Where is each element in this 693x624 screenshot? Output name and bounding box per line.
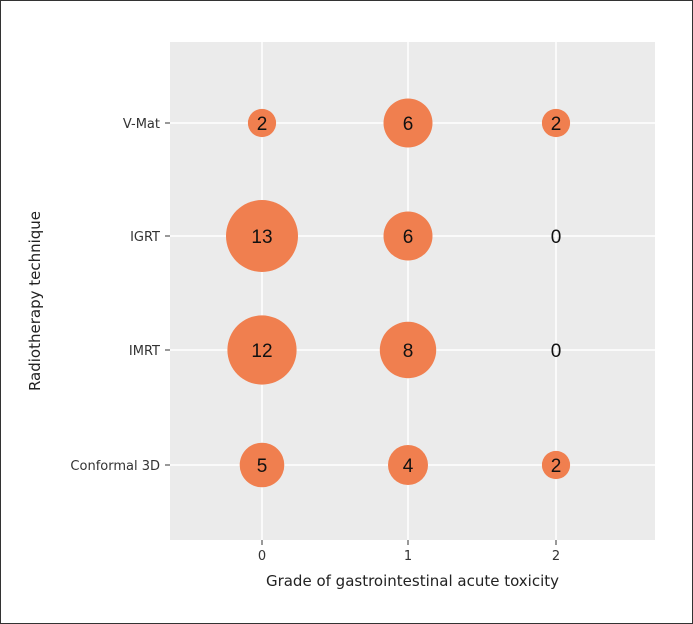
bubbles: 2 6 2 13 6 0 12 8 0 5 4 2 (226, 98, 571, 488)
y-axis: Conformal 3D IMRT IGRT V-Mat (70, 117, 170, 474)
y-tick-label: V-Mat (123, 117, 160, 132)
bubble-count-label: 2 (551, 456, 562, 477)
bubble (541, 450, 571, 480)
bubble (226, 200, 298, 272)
bubble (383, 98, 433, 148)
bubble-count-label: 5 (257, 456, 268, 477)
bubble (239, 442, 285, 488)
bubble (379, 321, 437, 379)
bubble-count-label: 0 (551, 227, 562, 248)
y-axis-title: Radiotherapy technique (26, 211, 44, 391)
x-axis-title: Grade of gastrointestinal acute toxicity (266, 572, 559, 590)
bubble (388, 445, 428, 485)
x-tick-label: 2 (552, 549, 560, 564)
y-tick-label: IMRT (129, 344, 160, 359)
bubble (383, 211, 433, 261)
x-tick-label: 1 (404, 549, 412, 564)
x-axis: 0 1 2 (258, 540, 560, 564)
bubble (541, 108, 571, 138)
bubble-count-label: 2 (551, 114, 562, 135)
x-tick-label: 0 (258, 549, 266, 564)
bubble-count-label: 4 (403, 456, 414, 477)
bubble-count-label: 6 (403, 114, 414, 135)
y-tick-label: IGRT (130, 230, 160, 245)
bubble-count-label: 12 (251, 341, 272, 362)
bubble-count-label: 8 (403, 341, 414, 362)
bubble (247, 108, 277, 138)
bubble-count-label: 13 (251, 227, 272, 248)
bubble (227, 315, 297, 385)
bubble-count-label: 2 (257, 114, 268, 135)
bubble-count-label: 0 (551, 341, 562, 362)
y-tick-label: Conformal 3D (70, 459, 160, 474)
bubble-count-label: 6 (403, 227, 414, 248)
